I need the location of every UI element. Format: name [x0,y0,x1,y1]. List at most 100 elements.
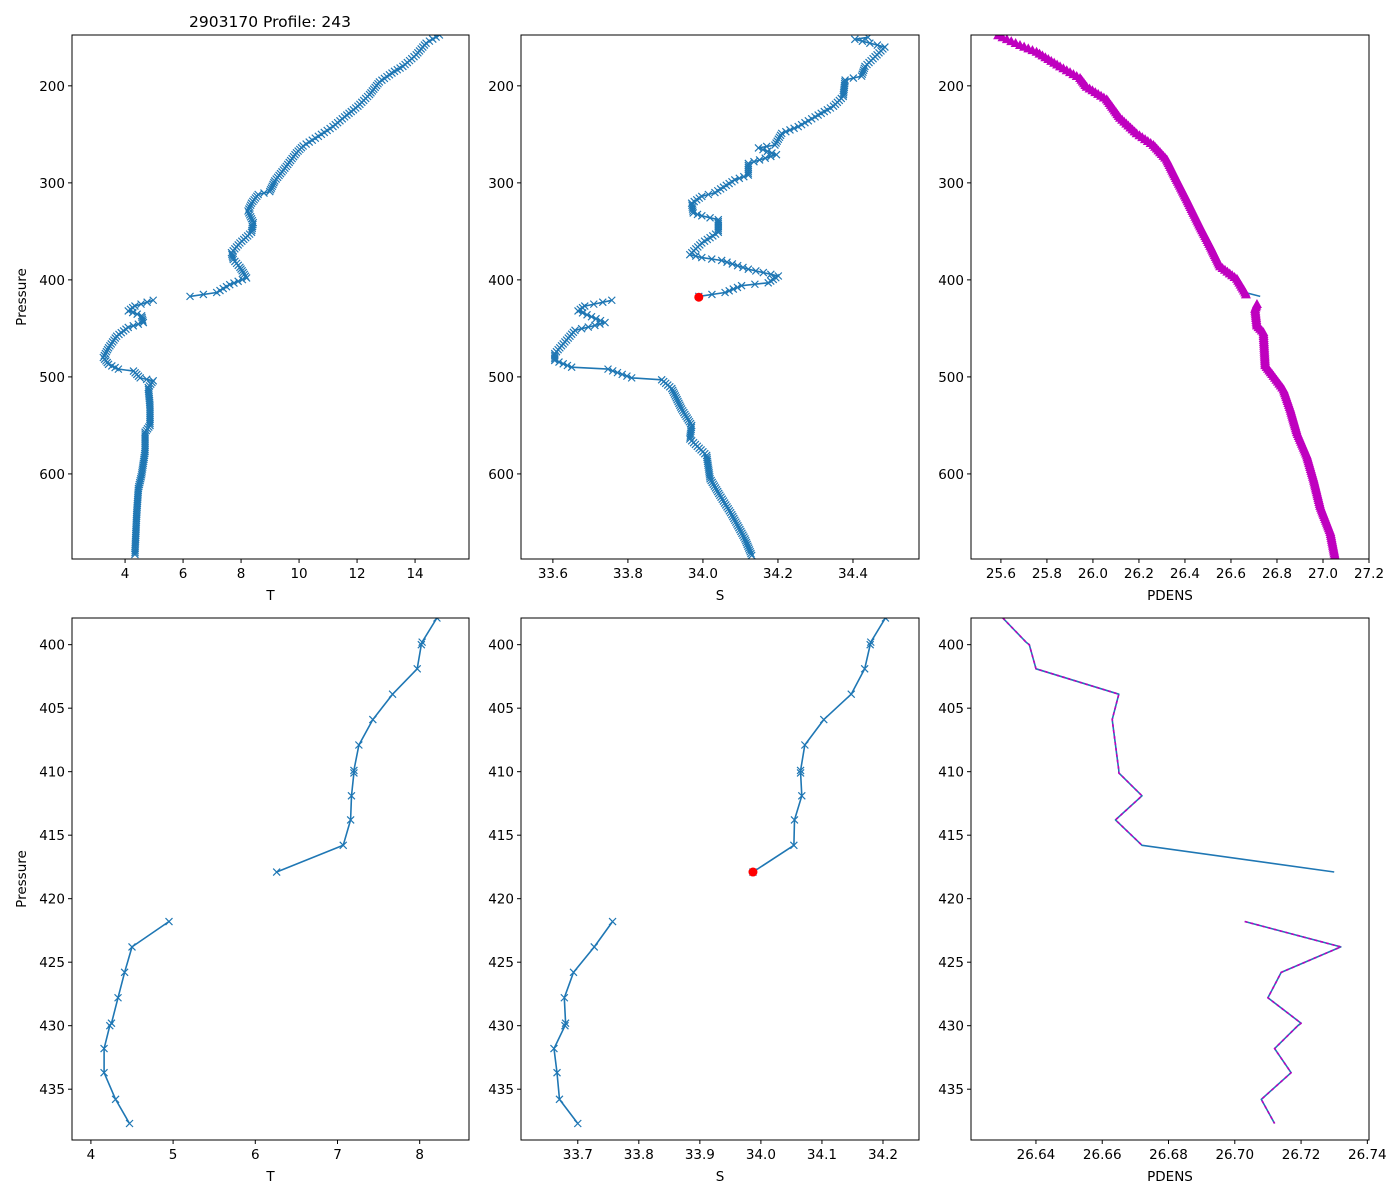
x-marker [744,169,753,178]
x-marker [134,320,143,329]
y-tick-label: 300 [39,176,65,192]
x-marker [587,312,596,321]
x-marker [627,373,636,382]
x-marker [714,224,723,233]
x-marker [124,306,133,315]
subplot-bottom-temperature: 4 5 6 7 8 400 405 410 415 420 425 430 435 T Pressure [14,617,470,1185]
y-tick-label: 435 [39,1082,65,1098]
x-marker [759,268,768,277]
y-tick-label: 300 [938,176,964,192]
x-marker [604,365,612,374]
x-marker [347,791,356,800]
y-tick-label: 500 [39,370,65,386]
x-marker [583,310,591,319]
y-tick-label: 500 [488,370,514,386]
x-tick-label: 33.6 [538,566,568,582]
x-tick-label: 34.0 [746,1147,776,1163]
x-marker [561,1021,569,1030]
y-tick-label: 410 [39,765,65,781]
x-marker [608,917,617,926]
x-tick-label: 26.70 [1215,1147,1254,1163]
x-marker [685,250,694,259]
x-marker [128,943,136,951]
y-tick-label: 410 [488,765,514,781]
x-marker [732,520,741,528]
x-tick-label: 27.2 [1354,566,1384,582]
x-marker [136,373,145,382]
x-marker [786,126,794,134]
x-marker [138,316,147,325]
x-marker [589,300,598,309]
y-tick-label: 405 [488,701,514,717]
x-marker [131,550,139,559]
x-marker [578,308,587,317]
x-marker [346,816,355,824]
x-marker [607,296,616,305]
x-tick-label: 6 [251,1147,260,1163]
subplot-bottom-density: 26.64 26.66 26.68 26.70 26.72 26.74 400 405 410 4… [938,617,1387,1185]
x-tick-label: 26.8 [1262,566,1292,582]
x-marker [592,314,600,323]
y-tick-label: 400 [488,273,514,289]
x-marker [598,298,607,307]
x-marker [730,516,739,525]
x-marker [212,288,221,297]
x-marker [839,90,848,99]
plot-area [100,618,441,1128]
x-marker [238,275,247,284]
x-marker [704,190,713,199]
x-marker [754,144,763,152]
x-marker [761,154,770,163]
axes-frame [520,34,920,560]
y-tick-label: 435 [938,1082,964,1098]
x-marker [857,72,866,81]
x-axis-label: T [265,1169,275,1185]
y-tick-label: 500 [938,370,964,386]
x-tick-label: 34.2 [763,566,793,582]
y-axis-label: Pressure [14,850,30,908]
x-tick-label: 26.72 [1282,1147,1321,1163]
axes-frame [970,34,1370,560]
x-marker [559,359,568,368]
y-tick-label: 430 [938,1019,964,1035]
x-marker [721,288,729,297]
x-marker [735,525,744,534]
x-marker [584,323,593,332]
x-marker [590,943,599,951]
y-axis-label: Pressure [14,268,30,326]
x-marker [574,306,582,315]
series-line-pdens-filtered [1244,920,1342,1124]
x-marker [228,253,237,262]
x-axis-label: S [716,1169,725,1185]
x-marker [247,226,256,235]
series-line-s [553,921,614,1124]
x-marker [102,347,111,356]
x-marker [691,252,700,261]
x-tick-label: 33.8 [613,566,643,582]
x-tick-label: 33.8 [624,1147,654,1163]
x-marker [129,321,138,330]
x-marker [858,37,867,46]
x-marker [737,281,746,290]
x-marker [864,35,872,42]
x-marker [794,122,803,131]
x-marker [128,308,137,317]
x-marker [143,298,152,307]
x-marker [339,841,348,850]
plot-area [550,618,890,1128]
x-marker [676,403,685,411]
subplot-bottom-salinity: 33.7 33.8 33.9 34.0 34.1 34.2 400 405 410 415 420 4… [488,617,920,1185]
x-tick-label: 14 [406,566,423,582]
subplot-top-salinity: 33.6 33.8 34.0 34.2 34.4 200 300 400 500 600 S [488,34,920,604]
x-marker [858,70,867,79]
x-tick-label: 34.1 [807,1147,837,1163]
x-marker [711,188,719,197]
x-marker [553,1068,561,1077]
x-tick-label: 33.9 [685,1147,715,1163]
y-tick-label: 400 [488,638,514,654]
x-marker [723,258,731,267]
axes-frame [970,617,1370,1141]
x-marker [260,189,268,197]
